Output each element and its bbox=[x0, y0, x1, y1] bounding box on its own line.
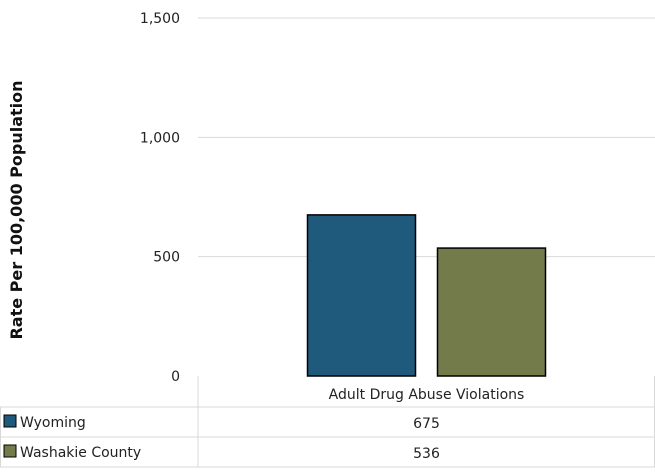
bar-washakie-county bbox=[436, 247, 547, 377]
table-value: 536 bbox=[413, 446, 440, 462]
legend-label: Wyoming bbox=[20, 415, 86, 431]
y-tick-label: 1,000 bbox=[140, 130, 180, 146]
y-tick-label: 500 bbox=[153, 250, 180, 266]
legend-label: Washakie County bbox=[20, 445, 141, 461]
y-axis-ticks: 0 500 1,000 1,500 bbox=[140, 11, 180, 385]
bars bbox=[306, 214, 547, 377]
category-label: Adult Drug Abuse Violations bbox=[329, 387, 525, 403]
bar-wyoming bbox=[306, 214, 417, 377]
data-table: Adult Drug Abuse Violations Wyoming 675 Was… bbox=[0, 376, 655, 468]
y-tick-label: 0 bbox=[171, 369, 180, 385]
legend-swatch bbox=[3, 444, 17, 458]
table-value: 675 bbox=[413, 416, 440, 432]
y-tick-label: 1,500 bbox=[140, 11, 180, 27]
gridlines bbox=[198, 17, 655, 258]
y-axis-label: Rate Per 100,000 Population bbox=[7, 80, 26, 339]
legend-swatch bbox=[3, 414, 17, 428]
